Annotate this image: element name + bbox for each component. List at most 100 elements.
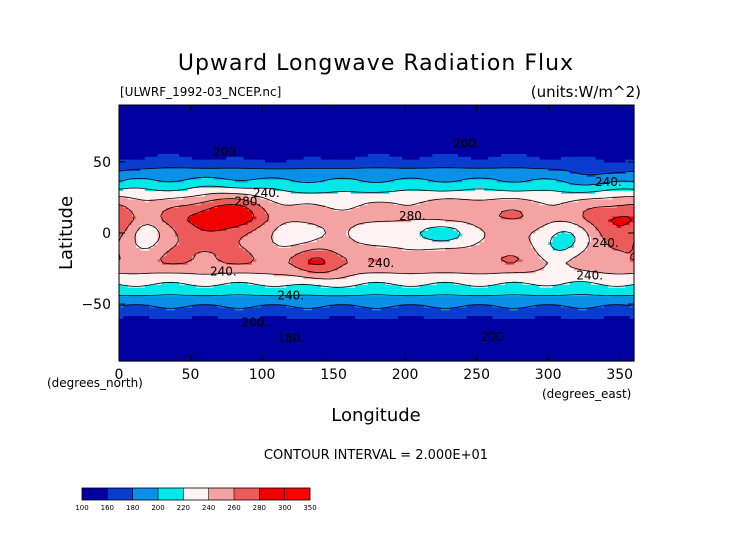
heatmap-cell [569,349,575,354]
heatmap-cell [410,267,416,271]
heatmap-cell [187,315,193,319]
heatmap-cell [290,332,296,336]
heatmap-cell [256,318,262,322]
heatmap-cell [316,267,322,271]
heatmap-cell [432,284,438,288]
heatmap-cell [264,358,270,362]
heatmap-cell [200,352,206,356]
heatmap-cell [161,309,167,314]
heatmap-cell [174,301,180,305]
heatmap-cell [586,272,592,277]
heatmap-cell [372,321,378,325]
heatmap-cell [440,301,446,305]
heatmap-cell [513,301,519,305]
heatmap-cell [552,341,558,345]
heatmap-cell [307,309,313,314]
heatmap-cell [282,346,287,351]
heatmap-cell [179,346,184,351]
heatmap-cell [252,272,257,277]
heatmap-cell [320,352,326,356]
heatmap-cell [183,289,189,294]
heatmap-cell [222,278,227,282]
heatmap-cell [479,255,485,260]
heatmap-cell [531,309,536,314]
heatmap-cell [166,312,172,317]
heatmap-cell [299,247,305,251]
heatmap-cell [599,258,605,263]
heatmap-cell [561,247,566,251]
heatmap-cell [565,278,571,282]
heatmap-cell [419,349,425,354]
heatmap-cell [466,247,472,251]
heatmap-cell [196,287,202,291]
heatmap-cell [591,326,596,331]
heatmap-cell [543,335,549,339]
heatmap-cell [239,284,245,288]
heatmap-cell [337,315,343,319]
heatmap-cell [269,284,275,288]
heatmap-cell [496,284,502,288]
heatmap-cell [453,346,459,351]
heatmap-cell [127,289,133,294]
heatmap-cell [531,358,536,362]
heatmap-cell [269,289,275,294]
heatmap-cell [561,255,566,260]
heatmap-cell [449,358,455,362]
heatmap-cell [423,275,429,280]
heatmap-cell [252,329,257,334]
heatmap-cell [217,338,223,342]
heatmap-cell [299,269,305,274]
heatmap-cell [397,306,403,311]
heatmap-cell [355,332,360,336]
heatmap-cell [526,301,532,305]
heatmap-cell [380,275,386,280]
heatmap-cell [123,264,129,268]
heatmap-cell [492,255,498,260]
heatmap-cell [621,306,627,311]
heatmap-cell [453,324,459,328]
heatmap-cell [217,264,223,268]
heatmap-cell [282,306,287,311]
heatmap-cell [406,267,412,271]
heatmap-cell [608,346,614,351]
heatmap-cell [393,306,399,311]
heatmap-cell [513,349,519,354]
heatmap-cell [256,278,262,282]
heatmap-cell [119,341,124,345]
heatmap-cell [488,352,493,356]
heatmap-cell [209,289,215,294]
heatmap-cell [342,269,348,274]
heatmap-cell [260,289,266,294]
heatmap-cell [303,289,309,294]
heatmap-cell [432,355,438,359]
heatmap-cell [290,258,296,263]
heatmap-cell [256,258,262,263]
heatmap-cell [432,318,438,322]
heatmap-cell [243,329,249,334]
heatmap-cell [359,343,365,348]
heatmap-cell [153,309,159,314]
heatmap-cell [161,247,167,251]
heatmap-cell [359,258,365,263]
heatmap-cell [453,292,459,297]
heatmap-cell [346,309,352,314]
heatmap-cell [543,355,549,359]
heatmap-cell [183,295,189,300]
heatmap-cell [191,318,197,322]
heatmap-cell [488,295,493,300]
heatmap-cell [355,315,360,319]
heatmap-cell [290,318,296,322]
heatmap-cell [629,255,635,260]
heatmap-cell [552,324,558,328]
heatmap-cell [470,346,476,351]
heatmap-cell [359,264,365,268]
heatmap-cell [355,349,360,354]
heatmap-cell [475,343,481,348]
heatmap-cell [355,309,360,314]
heatmap-cell [483,298,489,302]
heatmap-cell [629,335,635,339]
heatmap-cell [277,295,283,300]
heatmap-cell [222,287,227,291]
heatmap-cell [252,301,257,305]
heatmap-cell [213,289,219,294]
